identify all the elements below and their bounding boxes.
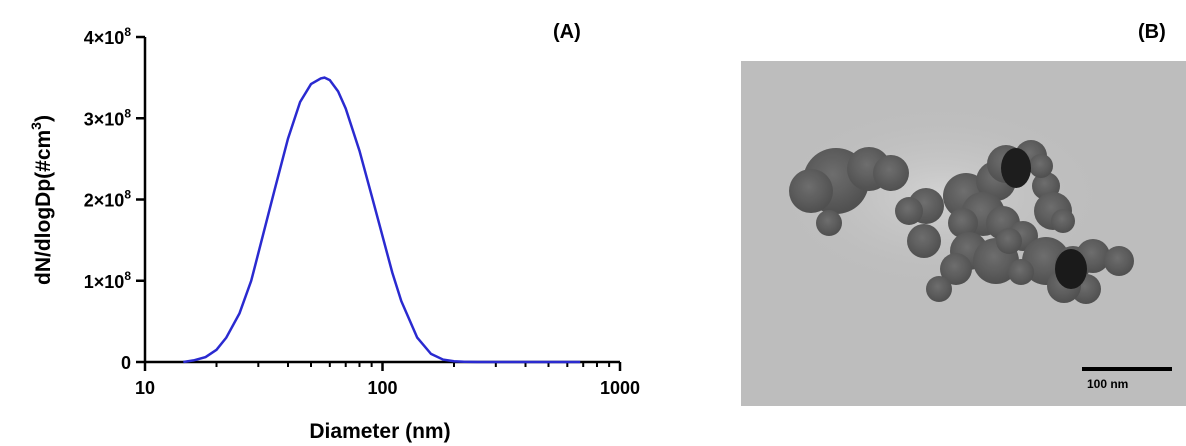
panel-label-b: (B)	[1138, 21, 1166, 43]
y-tick-label: 4×108	[84, 25, 132, 48]
y-tick-label: 0	[121, 353, 131, 373]
scale-bar	[1082, 367, 1172, 371]
x-axis-title: Diameter (nm)	[309, 420, 450, 443]
y-tick-label: 3×108	[84, 106, 132, 129]
x-tick-label: 100	[367, 378, 397, 398]
chart-ticks: 10 100 1000 0 1×108 2×108 3×108 4×108	[84, 25, 640, 398]
y-axis-title: dN/dlogDp(#cm3)	[28, 115, 55, 285]
series-line	[183, 76, 581, 364]
size-distribution-chart: 10 100 1000 0 1×108 2×108 3×108 4×108 Diameter …	[28, 25, 640, 443]
tem-particle-image	[771, 101, 1134, 304]
y-tick-label: 2×108	[84, 188, 132, 211]
panel-label-a: (A)	[553, 21, 581, 43]
tem-micrograph: 100 nm	[741, 61, 1186, 406]
x-tick-label: 1000	[600, 378, 640, 398]
y-tick-label: 1×108	[84, 269, 132, 292]
scale-bar-label: 100 nm	[1087, 377, 1129, 391]
chart-axes	[143, 37, 620, 364]
x-tick-label: 10	[135, 378, 155, 398]
